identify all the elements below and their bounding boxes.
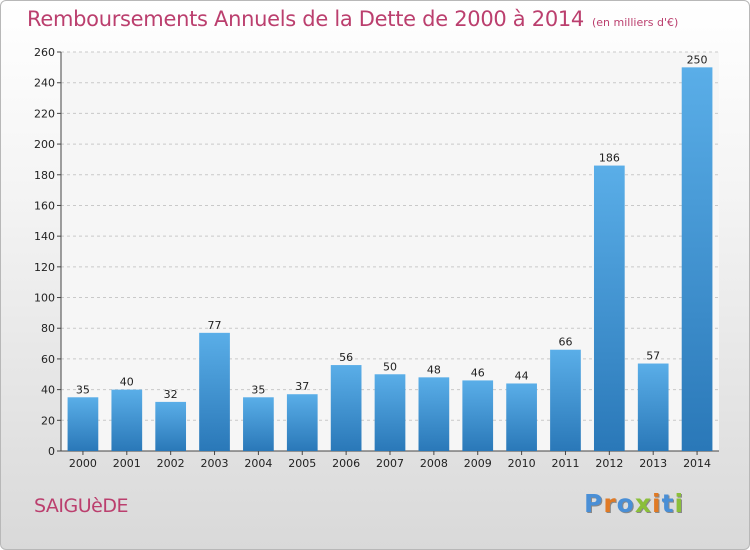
y-tick-label: 180 bbox=[34, 169, 55, 182]
y-tick-label: 160 bbox=[34, 199, 55, 212]
data-label-2010: 44 bbox=[515, 369, 529, 382]
chart-title-block: Remboursements Annuels de la Dette de 20… bbox=[27, 7, 678, 31]
data-label-2013: 57 bbox=[646, 350, 660, 363]
bar-2005 bbox=[286, 394, 318, 451]
chart-title: Remboursements Annuels de la Dette de 20… bbox=[27, 7, 584, 31]
bar-2003 bbox=[199, 332, 230, 451]
data-label-2001: 40 bbox=[120, 376, 134, 389]
x-tick-label-2009: 2009 bbox=[464, 457, 492, 470]
x-tick-label-2000: 2000 bbox=[69, 457, 97, 470]
y-tick-label: 100 bbox=[34, 292, 55, 305]
y-tick-label: 240 bbox=[34, 77, 55, 90]
proxiti-logo: Proxiti bbox=[584, 489, 685, 518]
x-tick-label-2011: 2011 bbox=[551, 457, 579, 470]
x-tick-label-2003: 2003 bbox=[201, 457, 229, 470]
bar-2006 bbox=[330, 365, 362, 451]
y-tick-label: 80 bbox=[41, 322, 55, 335]
bar-2000 bbox=[67, 397, 99, 451]
y-tick-label: 260 bbox=[34, 46, 55, 59]
data-label-2003: 77 bbox=[208, 319, 222, 332]
data-label-2009: 46 bbox=[471, 366, 485, 379]
y-tick-label: 40 bbox=[41, 384, 55, 397]
data-label-2004: 35 bbox=[251, 383, 265, 396]
data-label-2007: 50 bbox=[383, 360, 397, 373]
bar-2014 bbox=[681, 67, 713, 451]
x-tick-label-2013: 2013 bbox=[639, 457, 667, 470]
x-tick-label-2010: 2010 bbox=[508, 457, 536, 470]
data-label-2008: 48 bbox=[427, 363, 441, 376]
y-tick-label: 140 bbox=[34, 230, 55, 243]
data-label-2006: 56 bbox=[339, 351, 353, 364]
data-label-2011: 66 bbox=[558, 336, 572, 349]
bar-2011 bbox=[550, 349, 581, 451]
y-tick-label: 120 bbox=[34, 261, 55, 274]
chart-subtitle: (en milliers d'€) bbox=[592, 16, 679, 29]
y-tick-label: 0 bbox=[48, 445, 55, 458]
data-label-2014: 250 bbox=[687, 53, 708, 66]
bar-2001 bbox=[111, 389, 143, 451]
bar-2002 bbox=[155, 401, 187, 451]
bar-2004 bbox=[243, 397, 274, 451]
data-label-2000: 35 bbox=[76, 383, 90, 396]
x-tick-label-2002: 2002 bbox=[157, 457, 185, 470]
y-tick-label: 200 bbox=[34, 138, 55, 151]
data-label-2005: 37 bbox=[295, 380, 309, 393]
data-label-2002: 32 bbox=[164, 388, 178, 401]
x-tick-label-2001: 2001 bbox=[113, 457, 141, 470]
location-label: SAIGUèDE bbox=[34, 495, 128, 517]
bar-2008 bbox=[418, 377, 450, 451]
x-tick-label-2008: 2008 bbox=[420, 457, 448, 470]
x-tick-label-2012: 2012 bbox=[595, 457, 623, 470]
y-tick-label: 60 bbox=[41, 353, 55, 366]
y-tick-label: 220 bbox=[34, 107, 55, 120]
x-tick-label-2006: 2006 bbox=[332, 457, 360, 470]
x-tick-label-2004: 2004 bbox=[244, 457, 272, 470]
bar-2010 bbox=[506, 383, 537, 451]
bar-2013 bbox=[637, 363, 669, 451]
bar-2012 bbox=[593, 165, 625, 452]
x-tick-label-2005: 2005 bbox=[288, 457, 316, 470]
y-tick-label: 20 bbox=[41, 414, 55, 427]
bar-2007 bbox=[374, 374, 406, 451]
x-tick-label-2014: 2014 bbox=[683, 457, 711, 470]
x-tick-label-2007: 2007 bbox=[376, 457, 404, 470]
bar-2009 bbox=[462, 380, 494, 451]
data-label-2012: 186 bbox=[599, 152, 620, 165]
